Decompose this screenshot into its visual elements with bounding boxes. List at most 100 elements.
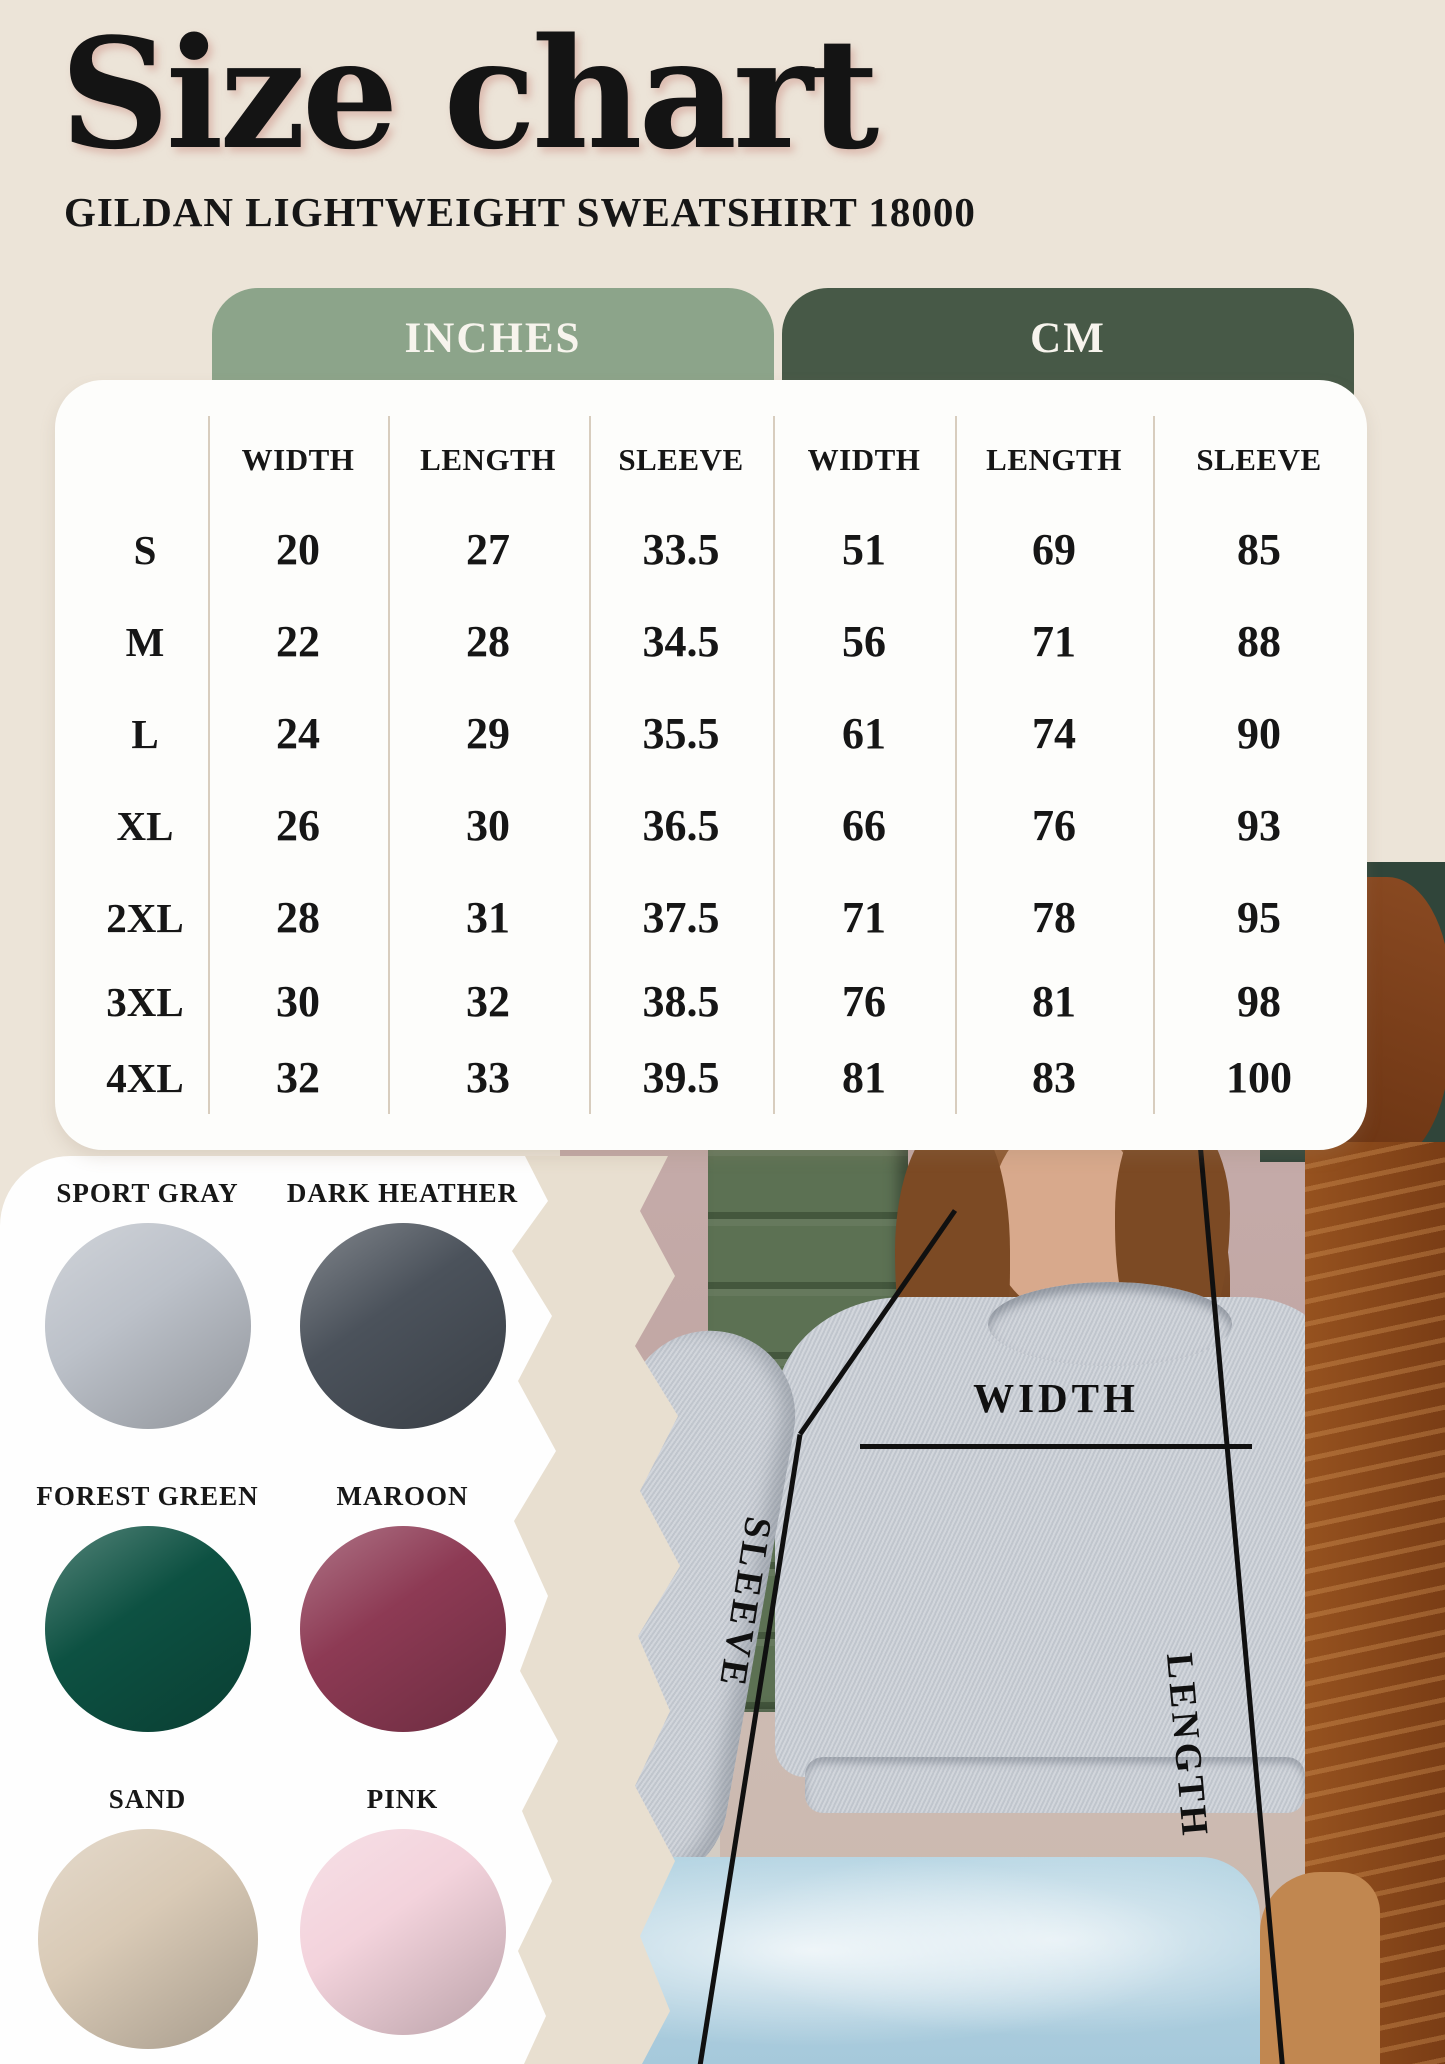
column-divider <box>589 416 591 1114</box>
swatch-pink: PINK <box>275 1784 530 2049</box>
value-cell: 24 <box>276 709 320 758</box>
value-cell: 90 <box>1237 709 1281 758</box>
table-row: 4XL 32 33 39.5 81 83 100 <box>55 1046 1367 1110</box>
table-row: 3XL 30 32 38.5 76 81 98 <box>55 970 1367 1034</box>
value-cell: 36.5 <box>642 801 720 850</box>
column-header-width-in: WIDTH <box>241 442 355 477</box>
value-cell: 30 <box>466 801 510 850</box>
value-cell: 32 <box>466 977 510 1026</box>
size-cell: M <box>125 619 165 665</box>
value-cell: 39.5 <box>642 1053 720 1102</box>
table-row: XL 26 30 36.5 66 76 93 <box>55 794 1367 858</box>
swatch-label: DARK HEATHER <box>286 1178 519 1208</box>
page-subtitle: GILDAN LIGHTWEIGHT SWEATSHIRT 18000 <box>64 189 976 235</box>
value-cell: 20 <box>276 525 320 574</box>
value-cell: 27 <box>466 525 510 574</box>
unit-tab-cm-label: CM <box>1030 315 1106 362</box>
value-cell: 35.5 <box>642 709 720 758</box>
swatch-label: FOREST GREEN <box>36 1481 259 1511</box>
swatch-label: SAND <box>108 1784 187 1814</box>
value-cell: 88 <box>1237 617 1281 666</box>
value-cell: 61 <box>842 709 886 758</box>
size-cell: L <box>131 711 159 757</box>
swatch-panel: SPORT GRAY DARK HEATHER FOREST GREEN MAR… <box>0 1156 558 2064</box>
size-cell: S <box>133 527 157 573</box>
swatch-color-circle <box>37 1829 258 2049</box>
value-cell: 29 <box>466 709 510 758</box>
width-measurement-line <box>860 1444 1252 1449</box>
column-divider <box>1153 416 1155 1114</box>
column-divider <box>773 416 775 1114</box>
swatch-label: SPORT GRAY <box>56 1178 239 1208</box>
value-cell: 71 <box>1032 617 1076 666</box>
value-cell: 33.5 <box>642 525 720 574</box>
value-cell: 28 <box>466 617 510 666</box>
value-cell: 78 <box>1032 893 1076 942</box>
value-cell: 30 <box>276 977 320 1026</box>
swatch-grid: SPORT GRAY DARK HEATHER FOREST GREEN MAR… <box>20 1178 530 2049</box>
value-cell: 85 <box>1237 525 1281 574</box>
swatch-color-circle <box>299 1526 506 1732</box>
size-table-body: S 20 27 33.5 51 69 85 M 22 28 34.5 56 71… <box>55 380 1367 1150</box>
sweatshirt-hem <box>805 1757 1305 1813</box>
swatch-maroon: MAROON <box>275 1481 530 1732</box>
value-cell: 81 <box>842 1053 886 1102</box>
size-cell: 4XL <box>106 1055 184 1101</box>
swatch-color-circle <box>299 1223 506 1429</box>
column-header-length-in: LENGTH <box>420 442 556 477</box>
sweatshirt-collar <box>988 1282 1232 1366</box>
swatch-label: PINK <box>366 1784 439 1814</box>
value-cell: 34.5 <box>642 617 720 666</box>
swatch-label: MAROON <box>336 1481 469 1511</box>
column-divider <box>388 416 390 1114</box>
value-cell: 28 <box>276 893 320 942</box>
unit-tab-inches-label: INCHES <box>404 315 582 362</box>
size-cell: 2XL <box>106 895 184 941</box>
column-header-sleeve-in: SLEEVE <box>618 442 744 477</box>
value-cell: 56 <box>842 617 886 666</box>
column-header-length-cm: LENGTH <box>986 442 1122 477</box>
table-row: M 22 28 34.5 56 71 88 <box>55 610 1367 674</box>
swatch-sand: SAND <box>20 1784 275 2049</box>
table-row: 2XL 28 31 37.5 71 78 95 <box>55 886 1367 950</box>
table-row: L 24 29 35.5 61 74 90 <box>55 702 1367 766</box>
swatch-dark-heather: DARK HEATHER <box>275 1178 530 1429</box>
page-title: Size chart <box>60 4 879 183</box>
swatch-forest-green: FOREST GREEN <box>20 1481 275 1732</box>
value-cell: 31 <box>466 893 510 942</box>
value-cell: 71 <box>842 893 886 942</box>
value-cell: 22 <box>276 617 320 666</box>
value-cell: 81 <box>1032 977 1076 1026</box>
value-cell: 37.5 <box>642 893 720 942</box>
value-cell: 74 <box>1032 709 1076 758</box>
swatch-color-circle <box>299 1829 506 2035</box>
value-cell: 38.5 <box>642 977 720 1026</box>
column-header-sleeve-cm: SLEEVE <box>1196 442 1322 477</box>
value-cell: 51 <box>842 525 886 574</box>
value-cell: 33 <box>466 1053 510 1102</box>
swatch-color-circle <box>44 1526 251 1732</box>
size-cell: 3XL <box>106 979 184 1025</box>
value-cell: 66 <box>842 801 886 850</box>
size-table: WIDTH LENGTH SLEEVE WIDTH LENGTH SLEEVE … <box>55 380 1367 1150</box>
value-cell: 76 <box>1032 801 1076 850</box>
value-cell: 26 <box>276 801 320 850</box>
table-row: S 20 27 33.5 51 69 85 <box>55 518 1367 582</box>
column-divider <box>208 416 210 1114</box>
value-cell: 83 <box>1032 1053 1076 1102</box>
size-cell: XL <box>116 803 174 849</box>
value-cell: 95 <box>1237 893 1281 942</box>
width-measurement-label: WIDTH <box>973 1375 1139 1421</box>
sweatshirt-torso <box>775 1297 1335 1777</box>
swatch-sport-gray: SPORT GRAY <box>20 1178 275 1429</box>
column-header-width-cm: WIDTH <box>807 442 921 477</box>
value-cell: 100 <box>1226 1053 1292 1102</box>
swatch-color-circle <box>44 1223 251 1429</box>
column-divider <box>955 416 957 1114</box>
value-cell: 69 <box>1032 525 1076 574</box>
value-cell: 32 <box>276 1053 320 1102</box>
value-cell: 76 <box>842 977 886 1026</box>
value-cell: 93 <box>1237 801 1281 850</box>
value-cell: 98 <box>1237 977 1281 1026</box>
